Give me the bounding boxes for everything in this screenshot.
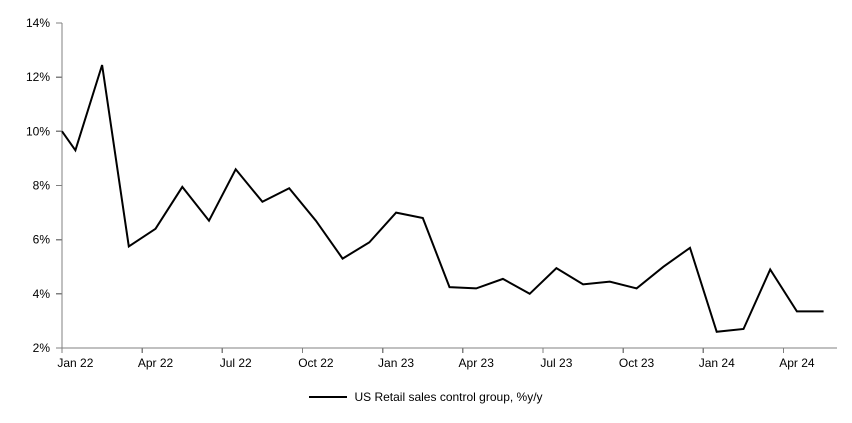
x-tick-label: Apr 22 — [138, 356, 174, 370]
x-tick-label: Jan 23 — [378, 356, 414, 370]
x-tick-labels: Jan 22 Apr 22 Jul 22 Oct 22 Jan 23 Apr 23 Jul … — [57, 356, 815, 370]
y-tick-labels: 14% 12% 10% 8% 6% 4% 2% — [26, 16, 50, 355]
legend: US Retail sales control group, %y/y — [0, 390, 852, 404]
legend-label: US Retail sales control group, %y/y — [354, 390, 543, 404]
x-tick-marks — [61, 348, 785, 353]
y-tick-label: 8% — [33, 179, 51, 193]
x-tick-label: Jan 24 — [699, 356, 735, 370]
retail-sales-line-chart: 14% 12% 10% 8% 6% 4% 2% Jan 22 Apr 22 Jul 22 Oct … — [26, 16, 837, 370]
x-tick-label: Oct 23 — [619, 356, 655, 370]
x-tick-label: Jul 23 — [540, 356, 572, 370]
x-tick-label: Jul 22 — [220, 356, 252, 370]
y-tick-label: 2% — [33, 341, 51, 355]
x-tick-label: Jan 22 — [57, 356, 93, 370]
legend-line-swatch — [309, 396, 348, 398]
y-tick-label: 14% — [26, 16, 50, 30]
x-tick-label: Oct 22 — [298, 356, 334, 370]
x-tick-label: Apr 23 — [459, 356, 495, 370]
y-tick-label: 6% — [33, 233, 51, 247]
series-line — [61, 64, 824, 333]
y-tick-label: 4% — [33, 287, 51, 301]
y-tick-label: 10% — [26, 124, 50, 138]
y-tick-label: 12% — [26, 70, 50, 84]
y-tick-marks — [56, 22, 62, 349]
x-tick-label: Apr 24 — [779, 356, 815, 370]
